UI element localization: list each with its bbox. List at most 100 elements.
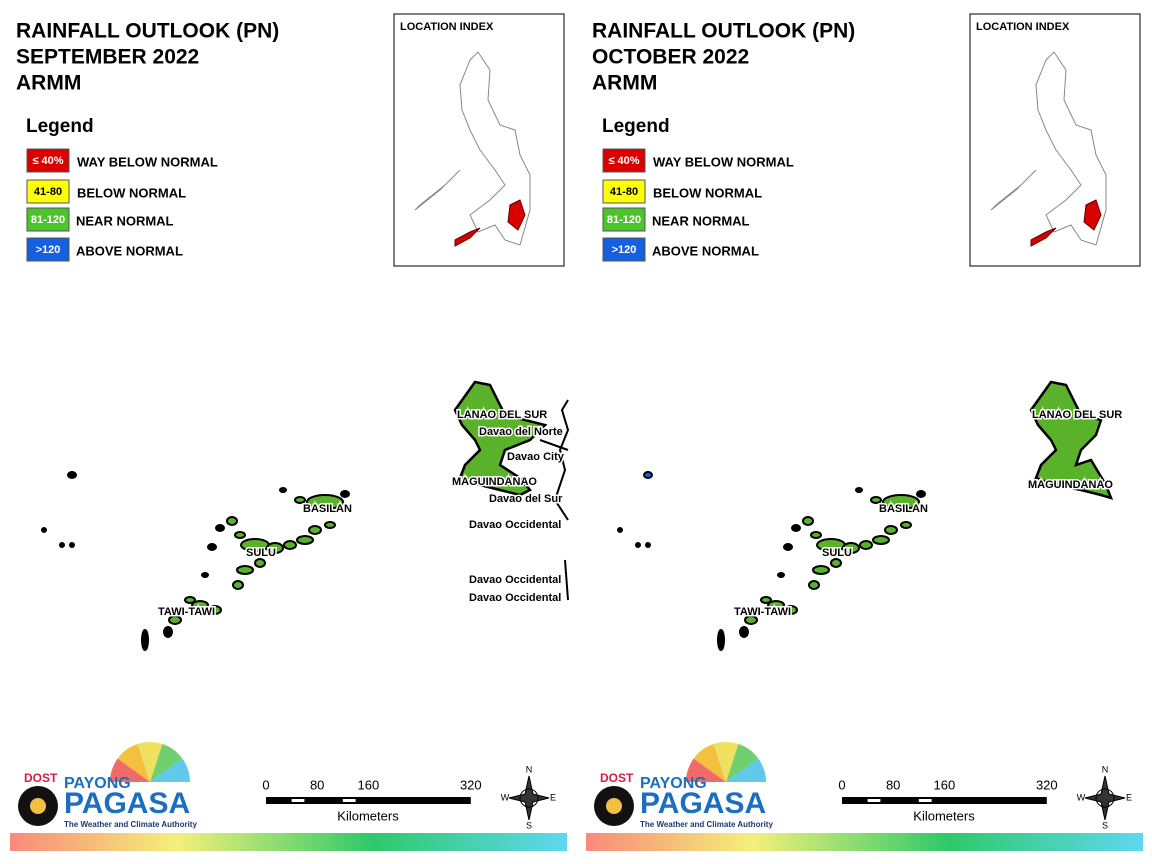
title-line: ARMM	[16, 72, 81, 95]
umbrella-segment	[117, 743, 150, 782]
map-label: Davao Occidental	[469, 592, 561, 604]
scale-tick-label: 80	[886, 777, 900, 792]
island	[808, 580, 820, 590]
map-label: SULU	[246, 547, 276, 559]
scale-segment	[291, 799, 305, 802]
island	[69, 542, 75, 548]
legend-label: NEAR NORMAL	[76, 213, 174, 228]
island	[842, 542, 860, 554]
island	[41, 527, 47, 533]
logo-pagasa: PAGASA	[64, 787, 190, 820]
island	[294, 496, 306, 504]
dost-center	[30, 798, 46, 814]
inset-title: LOCATION INDEX	[976, 21, 1070, 33]
swatch-label: 41-80	[610, 186, 638, 198]
compass-rose	[508, 775, 550, 821]
island	[207, 543, 217, 551]
compass-ring	[519, 788, 539, 808]
umbrella-segment	[726, 743, 759, 782]
legend-swatch	[602, 207, 646, 232]
inset-region	[1030, 199, 1102, 247]
swatch-label: ≤ 40%	[608, 155, 639, 167]
color-band	[586, 833, 1143, 851]
swatch-label: 81-120	[607, 214, 641, 226]
inset-frame	[393, 13, 565, 267]
island	[882, 494, 920, 510]
island	[783, 543, 793, 551]
map-label: Davao Occidental	[469, 519, 561, 531]
island	[739, 626, 749, 638]
umbrella-segment	[137, 742, 163, 782]
island	[266, 542, 284, 554]
island	[884, 525, 898, 535]
island	[802, 516, 814, 526]
logo-dost: DOST	[24, 771, 58, 785]
legend-swatch	[602, 148, 646, 173]
umbrella-segment	[726, 758, 766, 782]
scale-unit: Kilometers	[913, 808, 975, 823]
island	[191, 600, 209, 610]
compass-letter: S	[1102, 820, 1108, 830]
inset-map	[414, 51, 531, 246]
title-line: SEPTEMBER 2022	[16, 46, 199, 69]
map-label: BASILAN	[303, 503, 352, 515]
dost-center	[606, 798, 622, 814]
scale-tick-label: 160	[934, 777, 956, 792]
island	[279, 487, 287, 493]
logo-tagline: The Weather and Climate Authority	[640, 820, 773, 829]
map-label: LANAO DEL SUR	[457, 409, 547, 421]
island	[234, 531, 246, 539]
compass-letter: N	[1102, 764, 1109, 774]
island	[635, 542, 641, 548]
logo-tagline: The Weather and Climate Authority	[64, 820, 197, 829]
umbrella-segment	[713, 742, 739, 782]
mainland-region	[1029, 380, 1114, 500]
island	[324, 521, 336, 529]
umbrella-segment	[150, 743, 183, 782]
island	[643, 471, 653, 479]
legend-label: ABOVE NORMAL	[652, 243, 759, 258]
island	[184, 596, 196, 604]
scale-tick-label: 320	[460, 777, 482, 792]
legend-swatch	[602, 237, 646, 262]
panel: RAINFALL OUTLOOK (PN) SEPTEMBER 2022 ARMM L…	[10, 13, 570, 851]
title-line: RAINFALL OUTLOOK (PN)	[16, 20, 279, 43]
legend-label: WAY BELOW NORMAL	[77, 154, 218, 169]
panel: RAINFALL OUTLOOK (PN) OCTOBER 2022 ARMM Leg…	[586, 13, 1143, 851]
island	[208, 605, 222, 615]
scale-segment	[342, 799, 356, 802]
compass-letter: E	[1126, 792, 1132, 802]
island	[645, 542, 651, 548]
legend-title: Legend	[602, 116, 670, 137]
scale-segment	[918, 799, 932, 802]
island	[777, 572, 785, 578]
island	[168, 615, 182, 625]
map-label: TAWI-TAWI	[158, 606, 215, 618]
umbrella-segment	[693, 743, 726, 782]
map-label: Davao City	[507, 451, 565, 463]
logo-dost: DOST	[600, 771, 634, 785]
map-label: TAWI-TAWI	[734, 606, 791, 618]
scale-tick-label: 0	[838, 777, 845, 792]
compass-letter: S	[526, 820, 532, 830]
scale-tick-label: 320	[1036, 777, 1058, 792]
island	[810, 531, 822, 539]
umbrella-segment	[686, 758, 726, 782]
island	[226, 516, 238, 526]
scale-segment	[867, 799, 881, 802]
logo-payong: PAYONG	[64, 775, 131, 792]
legend-swatch	[26, 237, 70, 262]
compass-letter: W	[501, 792, 510, 802]
island	[617, 527, 623, 533]
title-line: OCTOBER 2022	[592, 46, 749, 69]
scale-tick-label: 80	[310, 777, 324, 792]
legend-label: ABOVE NORMAL	[76, 243, 183, 258]
swatch-label: >120	[36, 244, 61, 256]
color-band	[10, 833, 567, 851]
scale-bar	[266, 797, 471, 804]
umbrella-segment	[110, 758, 150, 782]
island	[59, 542, 65, 548]
province-borders	[539, 399, 570, 601]
island	[784, 605, 798, 615]
map-label: MAGUINDANAO	[452, 476, 537, 488]
